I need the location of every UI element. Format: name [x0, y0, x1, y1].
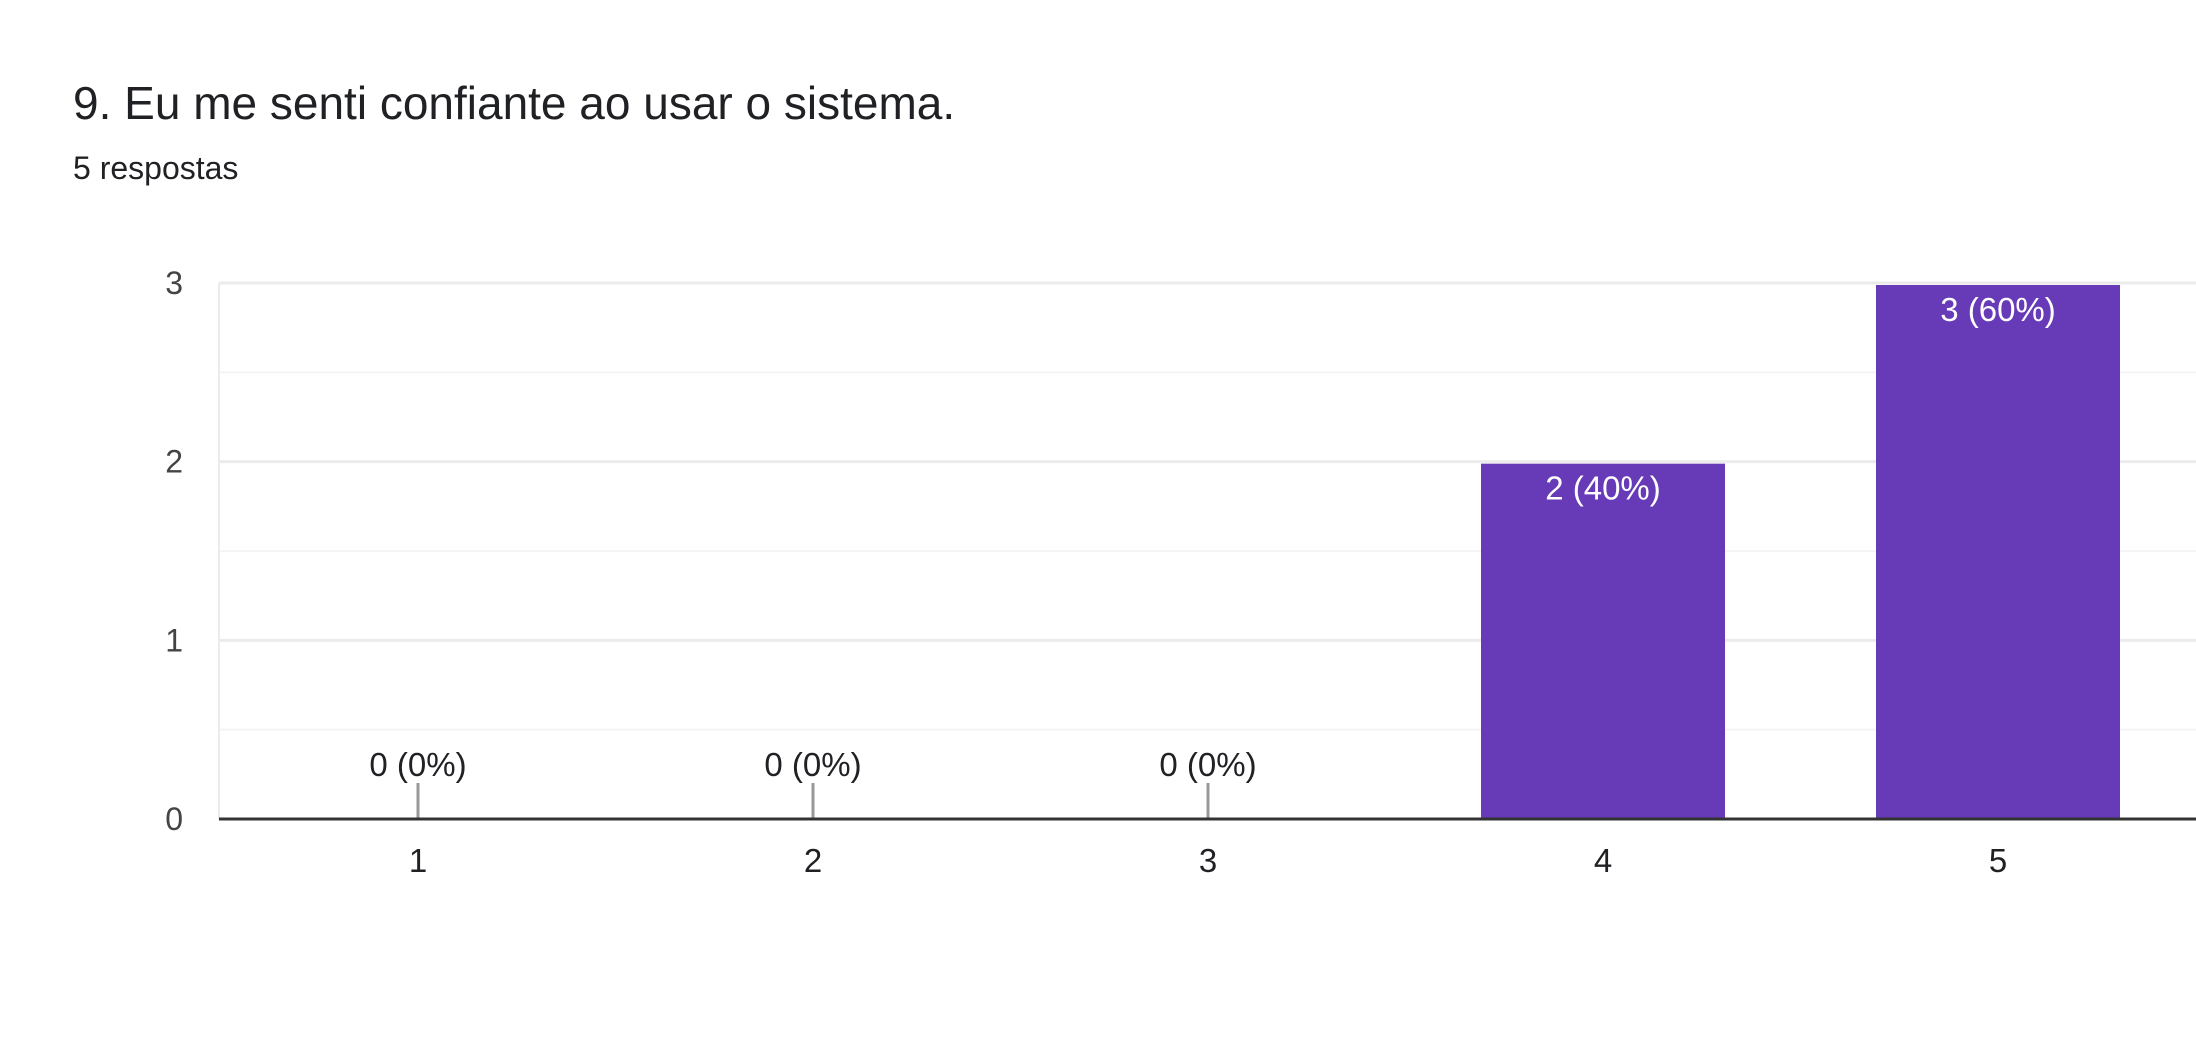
data-label: 0 (0%)	[764, 746, 861, 783]
x-tick-label: 4	[1594, 842, 1612, 879]
y-tick-label: 3	[165, 265, 183, 301]
question-title: 9. Eu me senti confiante ao usar o siste…	[73, 77, 956, 129]
y-tick-label: 0	[165, 801, 183, 837]
x-tick-label: 2	[804, 842, 822, 879]
data-label: 3 (60%)	[1940, 291, 2056, 328]
y-tick-label: 2	[165, 444, 183, 480]
data-label: 2 (40%)	[1545, 470, 1661, 507]
x-tick-label: 1	[409, 842, 427, 879]
y-tick-label: 1	[165, 622, 183, 658]
bar-4	[1481, 463, 1725, 819]
x-tick-label: 5	[1989, 842, 2007, 879]
bar-5	[1876, 285, 2120, 819]
data-label: 0 (0%)	[1159, 746, 1256, 783]
data-label: 0 (0%)	[369, 746, 466, 783]
x-tick-label: 3	[1199, 842, 1217, 879]
response-count: 5 respostas	[73, 150, 239, 186]
